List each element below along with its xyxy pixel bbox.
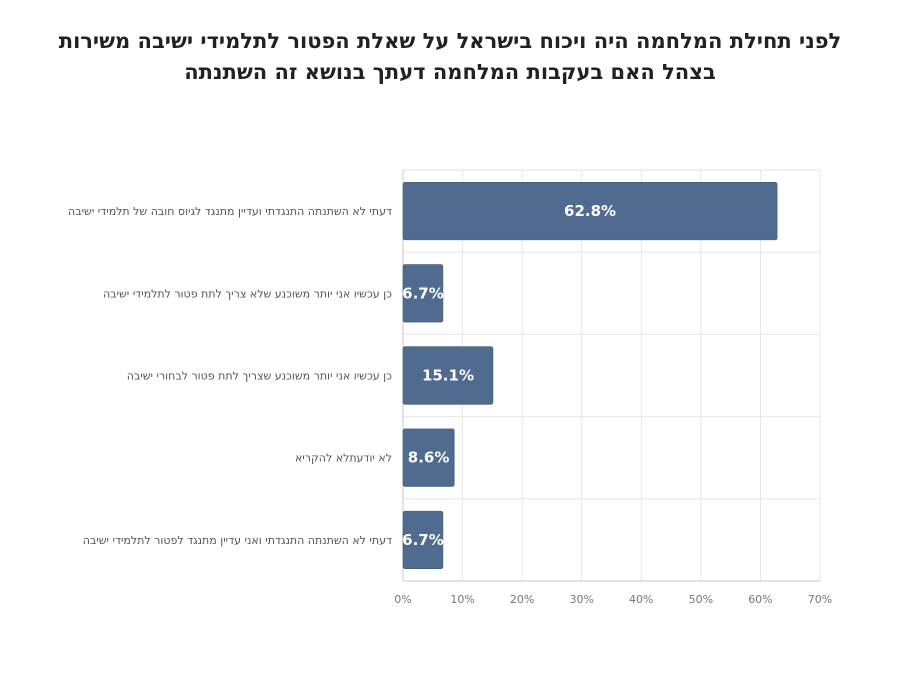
chart-title-line-2: בצהל האם בעקבות המלחמה דעתך בנושא זה השת…: [184, 60, 716, 84]
category-label: דעתי לא השתנתה התנגדתי ועדיין מתנגד לגיו…: [68, 205, 392, 218]
x-tick-label: 40%: [629, 593, 653, 606]
bar: [402, 182, 778, 241]
bar-value-label: 15.1%: [422, 367, 474, 385]
category-label: כן עכשיו אני יותר משוכנע שלא צריך לתת פט…: [103, 287, 392, 300]
bar-value-label: 62.8%: [564, 202, 616, 220]
x-tick-label: 10%: [450, 593, 474, 606]
x-tick-label: 70%: [808, 593, 832, 606]
category-label: לא יודעתלא להקריא: [295, 452, 392, 465]
chart-title-line-1: לפני תחילת המלחמה היה ויכוח בישראל על שא…: [58, 29, 842, 53]
bar: [402, 428, 455, 487]
category-label: דעתי לא השתנתה התנגדתי ואני עדיין מתנגד …: [83, 534, 392, 547]
x-tick-label: 30%: [569, 593, 593, 606]
bar: [402, 264, 444, 323]
bar-value-label: 6.7%: [402, 284, 444, 302]
chart-title: לפני תחילת המלחמה היה ויכוח בישראל על שא…: [0, 26, 900, 88]
bar: [402, 346, 494, 405]
bar: [402, 510, 444, 569]
bar-value-label: 8.6%: [408, 449, 450, 467]
x-tick-label: 60%: [748, 593, 772, 606]
bar-value-label: 6.7%: [402, 531, 444, 549]
category-label: כן עכשיו אני יותר משוכנע שצריך לתת פטור …: [127, 370, 392, 383]
x-tick-label: 0%: [394, 593, 411, 606]
x-tick-label: 20%: [510, 593, 534, 606]
x-tick-label: 50%: [689, 593, 713, 606]
